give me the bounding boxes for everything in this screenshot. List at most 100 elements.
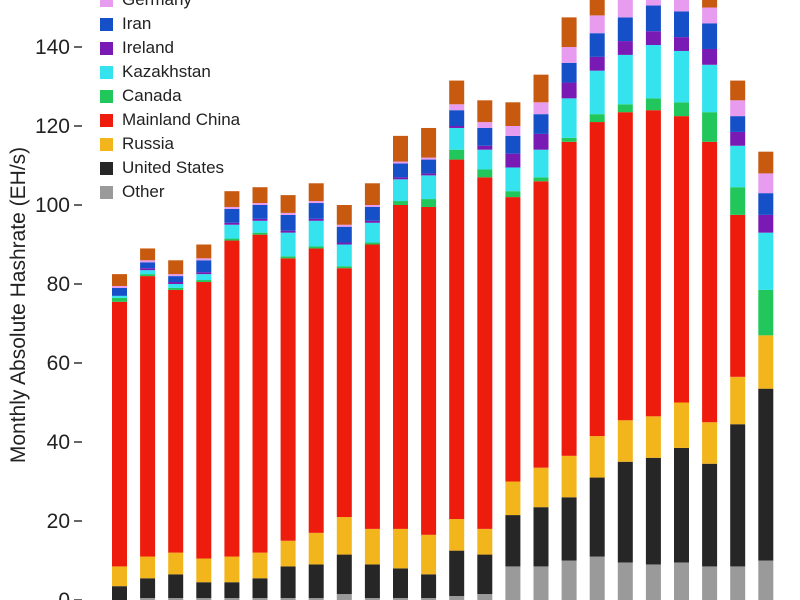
bar-segment: [758, 151, 774, 174]
bar-segment: [674, 102, 689, 117]
legend-item: Germany: [100, 0, 240, 12]
bar-segment: [252, 552, 268, 579]
bar-segment: [702, 422, 718, 464]
bar-segment: [533, 133, 549, 150]
bar-segment: [505, 515, 521, 567]
bar-segment: [308, 564, 324, 599]
bar-segment: [561, 98, 577, 138]
bar-segment: [561, 137, 577, 142]
bar-segment: [533, 177, 549, 182]
bar-segment: [589, 15, 605, 34]
bar-segment: [505, 102, 521, 126]
bar-segment: [140, 274, 156, 277]
bar-segment: [533, 507, 549, 567]
bar-segment: [336, 242, 352, 245]
y-tick-label: 100: [35, 194, 70, 217]
legend-swatch: [100, 41, 113, 55]
bar-segment: [617, 562, 633, 600]
bar-segment: [589, 114, 605, 123]
bar-segment: [533, 74, 549, 103]
bar-segment: [674, 11, 689, 38]
bar-segment: [252, 218, 268, 221]
bar-segment: [702, 7, 718, 24]
bar-segment: [224, 222, 240, 225]
legend-swatch: [100, 113, 113, 127]
bar-segment: [477, 145, 493, 150]
bar-segment: [674, 562, 689, 600]
bar-segment: [674, 0, 689, 12]
bar-segment: [617, 420, 633, 462]
bar-segment: [730, 116, 746, 132]
bar-segment: [645, 564, 661, 600]
bar-segment: [645, 98, 661, 111]
bar-segment: [224, 582, 240, 599]
y-tick-label: 80: [47, 273, 70, 296]
legend-swatch: [100, 17, 113, 31]
bar-segment: [364, 206, 380, 221]
bar-segment: [449, 149, 465, 160]
bar-segment: [758, 560, 774, 600]
bar-segment: [252, 220, 268, 233]
bars-layer: [112, 0, 774, 600]
bar-segment: [280, 195, 296, 213]
bar-segment: [196, 282, 212, 559]
bar-segment: [505, 481, 521, 516]
bar-segment: [505, 126, 521, 136]
bar-segment: [702, 64, 718, 113]
bar-segment: [280, 214, 296, 231]
bar-segment: [112, 295, 127, 298]
bar-segment: [168, 282, 184, 284]
bar-segment: [336, 224, 352, 227]
legend-label: United States: [122, 158, 225, 177]
bar-segment: [561, 17, 577, 47]
bar-segment: [364, 242, 380, 245]
bar-segment: [364, 598, 380, 600]
bar-segment: [645, 457, 661, 565]
bar-segment: [674, 116, 689, 403]
bar-segment: [617, 54, 633, 105]
bar-segment: [645, 416, 661, 458]
bar-segment: [252, 598, 268, 600]
bar-segment: [336, 266, 352, 269]
bar-segment: [196, 260, 212, 273]
bar-segment: [477, 100, 493, 123]
bar-segment: [252, 203, 268, 205]
legend-swatch: [100, 161, 113, 175]
y-tick-label: 60: [47, 352, 70, 375]
y-tick-label: 120: [35, 115, 70, 138]
bar-segment: [645, 5, 661, 32]
bar-segment: [224, 556, 240, 583]
bar-segment: [589, 70, 605, 115]
bar-segment: [758, 193, 774, 215]
bar-segment: [617, 104, 633, 113]
bar-segment: [112, 566, 127, 587]
bar-segment: [252, 187, 268, 204]
bar-segment: [533, 181, 549, 468]
bar-segment: [393, 598, 408, 600]
bar-segment: [449, 550, 465, 597]
bar-segment: [168, 598, 184, 600]
bar-segment: [561, 62, 577, 83]
bar-segment: [589, 477, 605, 557]
bar-segment: [730, 131, 746, 146]
bar-segment: [533, 114, 549, 134]
bar-segment: [168, 276, 184, 283]
bar-segment: [364, 244, 380, 529]
bar-segment: [196, 274, 212, 281]
legend-item: Other: [100, 180, 240, 204]
bar-segment: [196, 258, 212, 261]
legend-label: Kazakhstan: [122, 62, 211, 81]
bar-segment: [617, 17, 633, 42]
bar-segment: [421, 173, 437, 176]
y-tick-label: 40: [47, 431, 70, 454]
bar-segment: [421, 574, 437, 599]
bar-segment: [224, 598, 240, 600]
bar-segment: [505, 135, 521, 154]
legend-swatch: [100, 137, 113, 151]
bar-segment: [477, 554, 493, 595]
bar-segment: [308, 220, 324, 247]
bar-segment: [617, 112, 633, 421]
bar-segment: [224, 238, 240, 241]
bar-segment: [645, 45, 661, 99]
bar-segment: [589, 0, 605, 16]
